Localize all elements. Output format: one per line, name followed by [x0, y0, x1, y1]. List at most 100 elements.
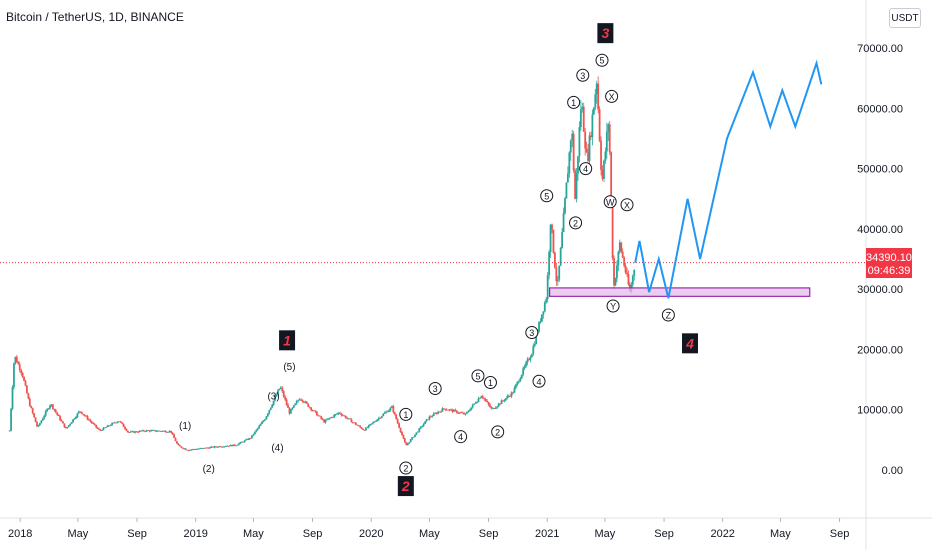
currency-button[interactable]: USDT	[889, 8, 921, 28]
candle-body	[67, 425, 70, 427]
candle-body	[287, 404, 289, 408]
candle-body	[268, 410, 271, 414]
candle-body	[575, 173, 578, 199]
candle-body	[604, 151, 607, 161]
wave-circle	[483, 375, 497, 389]
candle-body	[85, 415, 87, 417]
candle-body	[168, 430, 171, 432]
forecast-series	[634, 59, 823, 299]
candle-body	[230, 444, 233, 447]
candle-body	[546, 275, 549, 299]
candle-body	[235, 445, 237, 447]
candle-body	[592, 107, 595, 115]
candle-body	[476, 401, 478, 404]
candle-body	[83, 414, 86, 416]
candle-body	[108, 425, 111, 427]
candle-body	[582, 106, 585, 132]
candle-body	[491, 408, 494, 409]
candle-body	[317, 415, 320, 417]
candle-body	[145, 430, 148, 432]
x-tick-label: 2021	[535, 528, 559, 540]
candle-body	[23, 376, 25, 381]
candle-body	[181, 447, 184, 449]
candle-body	[477, 398, 480, 402]
candle-body	[281, 387, 284, 392]
candle-body	[298, 399, 301, 401]
candle-body	[89, 419, 92, 422]
candle-body	[496, 406, 499, 408]
candle-body	[577, 156, 579, 174]
candle-body	[33, 413, 36, 418]
candle-body	[621, 251, 624, 258]
wave-label: 2	[573, 218, 578, 228]
candle-body	[395, 414, 398, 420]
candle-body	[216, 446, 219, 448]
candle-body	[499, 403, 501, 405]
wave-label: (4)	[271, 443, 283, 454]
candle-body	[549, 224, 552, 252]
candle-body	[77, 411, 80, 414]
candle-body	[375, 421, 377, 422]
candle-body	[56, 412, 59, 415]
candle-body	[627, 274, 630, 285]
candle-body	[448, 409, 451, 411]
candle-body	[236, 444, 239, 446]
candle-body	[431, 416, 434, 417]
candle-body	[530, 354, 533, 358]
candle-body	[212, 446, 214, 448]
candle-body	[96, 427, 99, 429]
candle-body	[119, 421, 122, 423]
candle-body	[295, 401, 298, 404]
candle-body	[302, 401, 305, 403]
wave-circle	[576, 68, 590, 82]
candle-body	[261, 421, 263, 425]
candle-body	[90, 421, 93, 424]
candle-body	[610, 151, 613, 202]
candle-body	[486, 400, 488, 403]
wave-circle	[605, 89, 619, 103]
candle-body	[109, 425, 112, 427]
candle-body	[148, 430, 151, 432]
candle-body	[520, 374, 523, 379]
candle-body	[500, 400, 503, 405]
candle-body	[513, 387, 516, 393]
candle-body	[64, 427, 67, 429]
candle-body	[262, 420, 265, 422]
wave-circle	[606, 299, 620, 313]
candle-body	[362, 428, 364, 430]
candle-body	[601, 170, 604, 179]
candle-body	[171, 432, 174, 435]
candle-body	[571, 133, 574, 141]
candle-body	[60, 420, 63, 422]
candle-body	[321, 418, 324, 420]
candle-body	[106, 425, 109, 428]
candle-body	[372, 422, 375, 424]
candle-body	[334, 414, 337, 415]
candle-body	[193, 449, 196, 450]
candle-body	[51, 404, 54, 409]
candle-body	[40, 420, 43, 424]
candle-body	[41, 418, 44, 421]
candle-body	[101, 430, 103, 431]
candle-body	[419, 426, 422, 429]
wave-label: 3	[580, 71, 585, 81]
candle-body	[305, 401, 308, 404]
candle-body	[464, 413, 467, 415]
major-wave-label-box	[597, 23, 614, 44]
candle-body	[103, 427, 106, 429]
candle-body	[183, 448, 186, 450]
candle-body	[209, 447, 212, 449]
candle-body	[542, 311, 545, 315]
candle-body	[574, 170, 576, 199]
candle-body	[297, 400, 300, 402]
wave-label: 1	[571, 98, 576, 108]
candle-body	[160, 431, 162, 432]
y-tick-label: 30000.00	[857, 284, 903, 296]
wave-label: W	[606, 197, 615, 207]
candle-body	[225, 446, 227, 448]
candle-body	[184, 448, 187, 450]
x-tick-label: May	[68, 528, 89, 540]
candle-body	[284, 396, 287, 400]
